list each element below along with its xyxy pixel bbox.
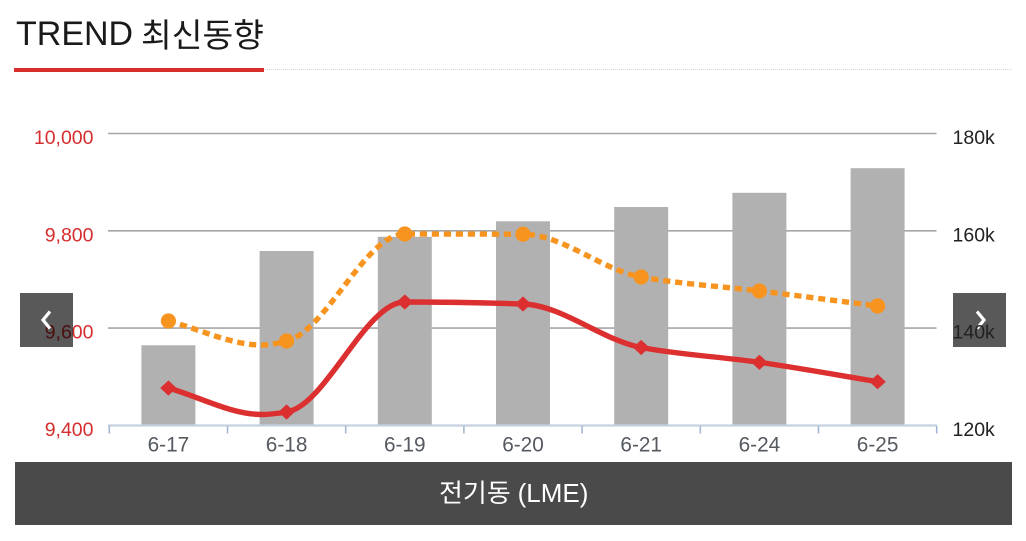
svg-text:6-24: 6-24 <box>739 434 781 457</box>
svg-text:6-20: 6-20 <box>502 434 544 457</box>
svg-text:10,000: 10,000 <box>34 127 94 149</box>
svg-text:6-18: 6-18 <box>266 434 308 457</box>
svg-text:6-17: 6-17 <box>148 434 190 457</box>
svg-text:6-19: 6-19 <box>384 434 426 457</box>
svg-text:120k: 120k <box>953 419 996 441</box>
svg-text:160k: 160k <box>953 224 996 246</box>
svg-text:140k: 140k <box>953 322 996 344</box>
svg-text:9,400: 9,400 <box>45 419 94 441</box>
svg-text:6-21: 6-21 <box>620 434 662 457</box>
svg-text:180k: 180k <box>953 127 996 149</box>
svg-text:9,800: 9,800 <box>45 224 94 246</box>
svg-text:6-25: 6-25 <box>857 434 899 457</box>
